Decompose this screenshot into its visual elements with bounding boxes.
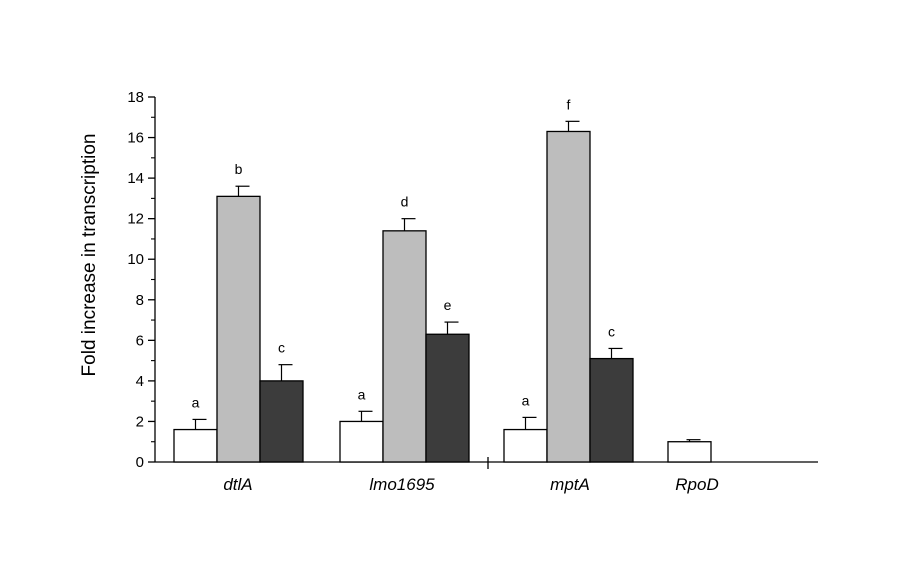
bars [173,120,712,463]
y-tick-label: 6 [136,332,144,349]
y-tick-label: 14 [127,170,144,187]
y-tick-label: 0 [136,454,144,471]
bar [667,441,712,463]
category-label: lmo1695 [369,475,435,494]
y-tick-label: 2 [136,413,144,430]
significance-label: c [278,340,285,356]
category-label: mptA [550,475,590,494]
bar [339,420,384,463]
significance-label: a [358,386,366,402]
y-tick-label: 8 [136,292,144,309]
y-tick-label: 18 [127,89,144,106]
bar [173,428,218,463]
bar [546,130,591,463]
labels: a a a b d f c e c [192,96,615,410]
category-label: dtlA [223,475,252,494]
bar [259,380,304,463]
y-tick-label: 12 [127,211,144,228]
y-axis: 0 2 4 6 8 10 12 14 16 18 [127,89,156,471]
significance-label: c [608,323,615,339]
significance-label: b [235,161,243,177]
bar [216,195,261,463]
significance-label: d [401,194,409,210]
significance-label: f [567,96,571,112]
significance-label: a [192,394,200,410]
y-tick-label: 10 [127,251,144,268]
y-axis-title: Fold increase in transcription [79,134,100,377]
y-tick-label: 16 [127,130,144,147]
bar [425,333,470,463]
significance-label: e [444,297,452,313]
bar [503,428,548,463]
bar [382,230,427,463]
significance-label: a [522,392,530,408]
category-label: RpoD [675,475,718,494]
bar [589,357,634,463]
y-tick-label: 4 [136,373,144,390]
